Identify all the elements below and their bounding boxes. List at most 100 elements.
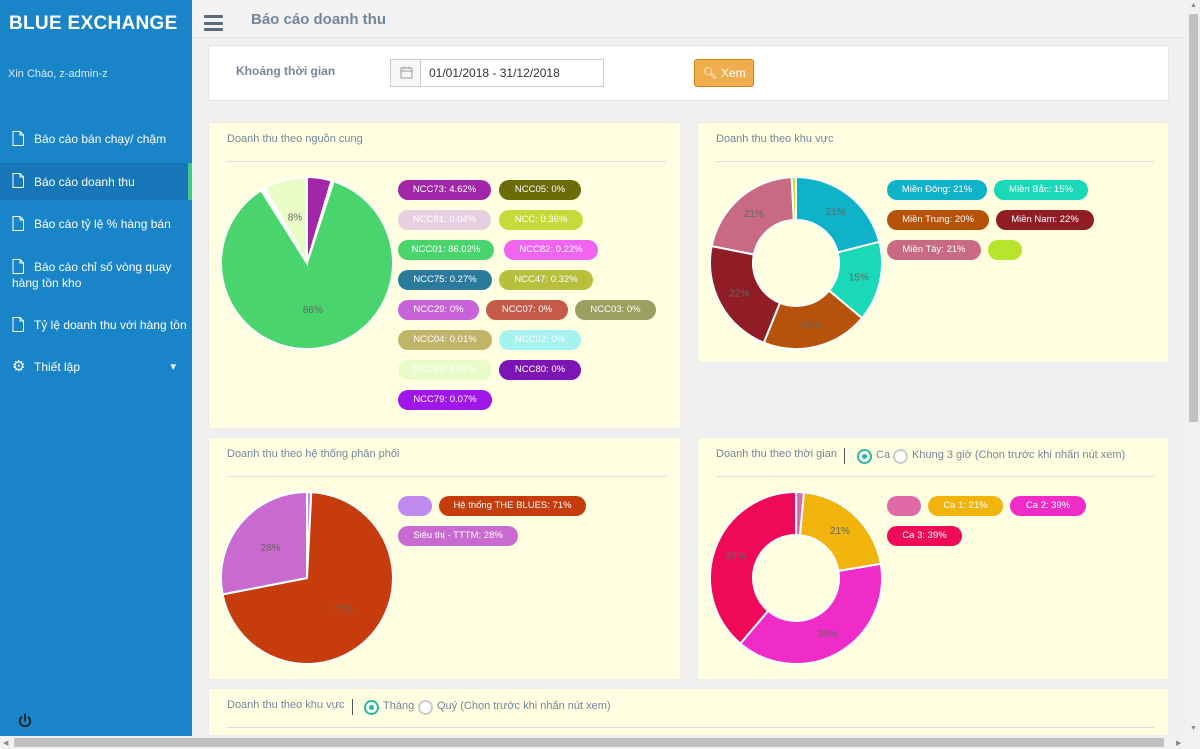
document-icon bbox=[12, 173, 25, 188]
sidebar-item-inventory-turnover[interactable]: Báo cáo chỉ số vòng quay hàng tồn kho bbox=[0, 259, 180, 291]
radio-quarter-label: Quý (Chọn trước khi nhấn nút xem) bbox=[437, 700, 611, 712]
view-button[interactable]: 🔍︎ Xem bbox=[694, 59, 754, 87]
divider bbox=[716, 161, 1154, 162]
legend-item-unnamed[interactable] bbox=[398, 496, 432, 516]
legend-item-ncc07[interactable]: NCC07: 0% bbox=[486, 300, 568, 320]
scroll-down-icon[interactable]: ▼ bbox=[1190, 725, 1197, 732]
scroll-left-icon[interactable]: ◀ bbox=[3, 740, 9, 747]
document-icon bbox=[12, 317, 25, 332]
slice-ncc01[interactable] bbox=[220, 179, 394, 350]
document-icon bbox=[12, 216, 25, 231]
sidebar-item-revenue-inventory-ratio[interactable]: Tỷ lệ doanh thu với hàng tồn bbox=[0, 317, 192, 333]
legend-item-unnamed[interactable] bbox=[988, 240, 1022, 260]
legend-item-sieu-thi-tttm[interactable]: Siêu thị - TTTM: 28% bbox=[398, 526, 518, 546]
slice-sieu-thi-tttm[interactable] bbox=[220, 490, 308, 596]
vertical-scroll-thumb[interactable] bbox=[1189, 14, 1198, 422]
sidebar-item-settings[interactable]: ⚙ Thiết lập ▾ bbox=[0, 359, 192, 375]
sidebar-item-label: Báo cáo doanh thu bbox=[34, 175, 135, 189]
chevron-down-icon: ▾ bbox=[170, 361, 176, 373]
slice-label-mien-trung: 20% bbox=[802, 321, 822, 332]
legend-item-he-thong-the-blues[interactable]: Hệ thống THE BLUES: 71% bbox=[439, 496, 586, 516]
legend-item-ncc05[interactable]: NCC05: 0% bbox=[499, 180, 581, 200]
radio-3h-block[interactable] bbox=[893, 449, 908, 464]
legend-item-ca-3[interactable]: Ca 3: 39% bbox=[887, 526, 962, 546]
view-button-label: Xem bbox=[720, 66, 746, 80]
slice-ca-2[interactable] bbox=[738, 562, 883, 665]
date-range-label: Khoảng thời gian bbox=[236, 64, 336, 78]
horizontal-scrollbar[interactable]: ◀ ▶ bbox=[0, 736, 1200, 749]
separator bbox=[352, 699, 353, 715]
legend-item-ncc01[interactable]: NCC01: 86.02% bbox=[398, 240, 494, 260]
legend-item-ncc83[interactable]: NCC83: 8.07% bbox=[398, 360, 492, 380]
panel-title: Doanh thu theo thời gian bbox=[716, 448, 837, 460]
sidebar-item-sales-ratio[interactable]: Báo cáo tỷ lệ % hàng bán bbox=[0, 216, 192, 232]
slice-unnamed[interactable] bbox=[790, 175, 797, 222]
sidebar-item-label: Báo cáo chỉ số vòng quay hàng tồn kho bbox=[12, 260, 172, 290]
legend-item-ncc79[interactable]: NCC79: 0.07% bbox=[398, 390, 492, 410]
document-icon bbox=[12, 259, 25, 274]
slice-label-ca-2: 39% bbox=[818, 629, 838, 640]
greeting-text: Xin Chào, z-admin-z bbox=[8, 68, 108, 80]
slice-label-ncc83: 8% bbox=[288, 212, 303, 223]
radio-shift-label: Ca bbox=[876, 449, 891, 461]
legend-item-ncc04[interactable]: NCC04: 0.01% bbox=[398, 330, 492, 350]
legend-item-mien-trung[interactable]: Miền Trung: 20% bbox=[887, 210, 989, 230]
radio-3h-block-label: Khung 3 giờ (Chọn trước khi nhấn nút xem… bbox=[912, 449, 1126, 461]
legend-item-ca-2[interactable]: Ca 2: 39% bbox=[1010, 496, 1086, 516]
document-icon bbox=[12, 131, 25, 146]
filter-panel: Khoảng thời gian 01/01/2018 - 31/12/2018… bbox=[208, 45, 1169, 101]
date-range-value: 01/01/2018 - 31/12/2018 bbox=[429, 66, 560, 80]
power-icon[interactable] bbox=[17, 713, 33, 729]
legend-item-ncc[interactable]: NCC: 0.36% bbox=[499, 210, 583, 230]
legend-item-ncc75[interactable]: NCC75: 0.27% bbox=[398, 270, 492, 290]
legend-item-ca-1[interactable]: Ca 1: 21% bbox=[928, 496, 1003, 516]
radio-month[interactable] bbox=[364, 700, 379, 715]
brand-title[interactable]: BLUE EXCHANGE bbox=[9, 13, 178, 34]
radio-month-label: Tháng bbox=[383, 700, 415, 712]
legend-item-ncc03[interactable]: NCC03: 0% bbox=[575, 300, 656, 320]
sidebar-item-best-selling[interactable]: Báo cáo bán chạy/ chậm bbox=[0, 131, 192, 147]
legend-item-mien-nam[interactable]: Miền Nam: 22% bbox=[996, 210, 1094, 230]
slice-ca-3[interactable] bbox=[709, 490, 797, 646]
search-icon: 🔍︎ bbox=[702, 66, 718, 80]
top-bar: Báo cáo doanh thu bbox=[192, 0, 1187, 38]
legend-item-ncc29[interactable]: NCC29: 0% bbox=[398, 300, 479, 320]
slice-mien-nam[interactable] bbox=[709, 244, 782, 345]
legend-item-mien-tay[interactable]: Miền Tây: 21% bbox=[887, 240, 981, 260]
time-doughnut-chart: 21% 39% 39% bbox=[709, 490, 883, 665]
legend-item-ncc02[interactable]: NCC02: 0% bbox=[499, 330, 581, 350]
scroll-right-icon[interactable]: ▶ bbox=[1176, 740, 1182, 747]
menu-toggle-icon[interactable] bbox=[204, 15, 223, 31]
panel-region-period-revenue: Doanh thu theo khu vực Tháng Quý (Chọn t… bbox=[208, 688, 1169, 736]
legend-item-unnamed[interactable] bbox=[887, 496, 921, 516]
slice-mien-trung[interactable] bbox=[762, 289, 864, 350]
slice-label-ca-3: 39% bbox=[725, 551, 745, 562]
panel-supplier-revenue: Doanh thu theo nguồn cung 86% 8% NCC73: 4… bbox=[208, 122, 681, 429]
legend-item-ncc81[interactable]: NCC81: 0.04% bbox=[398, 210, 491, 230]
supplier-pie-chart: 86% 8% bbox=[220, 175, 394, 350]
horizontal-scroll-thumb[interactable] bbox=[14, 738, 1164, 747]
slice-label-mien-nam: 22% bbox=[729, 289, 749, 300]
panel-distribution-revenue: Doanh thu theo hệ thống phân phối 71% 28%… bbox=[208, 437, 681, 680]
legend-item-ncc73[interactable]: NCC73: 4.62% bbox=[398, 180, 491, 200]
calendar-icon[interactable] bbox=[391, 60, 421, 86]
legend-item-ncc47[interactable]: NCC47: 0.32% bbox=[499, 270, 593, 290]
panel-title: Doanh thu theo hệ thống phân phối bbox=[227, 448, 400, 460]
panel-title: Doanh thu theo khu vực bbox=[716, 133, 834, 145]
radio-shift[interactable] bbox=[857, 449, 872, 464]
sidebar-item-label: Thiết lập bbox=[34, 360, 81, 374]
legend-item-mien-dong[interactable]: Miền Đông: 21% bbox=[887, 180, 987, 200]
page-title: Báo cáo doanh thu bbox=[251, 11, 386, 28]
scroll-up-icon[interactable]: ▲ bbox=[1190, 2, 1197, 9]
legend-item-ncc82[interactable]: NCC82: 0.22% bbox=[504, 240, 598, 260]
sidebar-item-label: Báo cáo bán chạy/ chậm bbox=[34, 132, 167, 146]
sidebar-item-revenue[interactable]: Báo cáo doanh thu bbox=[0, 163, 192, 200]
slice-label-he-thong-the-blues: 71% bbox=[333, 604, 353, 615]
radio-quarter[interactable] bbox=[418, 700, 433, 715]
date-range-input[interactable]: 01/01/2018 - 31/12/2018 bbox=[390, 59, 604, 87]
slice-label-mien-tay: 21% bbox=[744, 209, 764, 220]
vertical-scrollbar[interactable]: ▲ ▼ bbox=[1187, 0, 1200, 736]
legend-item-ncc80[interactable]: NCC80: 0% bbox=[499, 360, 581, 380]
panel-region-revenue: Doanh thu theo khu vực 21% 15% 20% 22% 21% M… bbox=[697, 122, 1169, 363]
legend-item-mien-bac[interactable]: Miền Bắc: 15% bbox=[994, 180, 1088, 200]
